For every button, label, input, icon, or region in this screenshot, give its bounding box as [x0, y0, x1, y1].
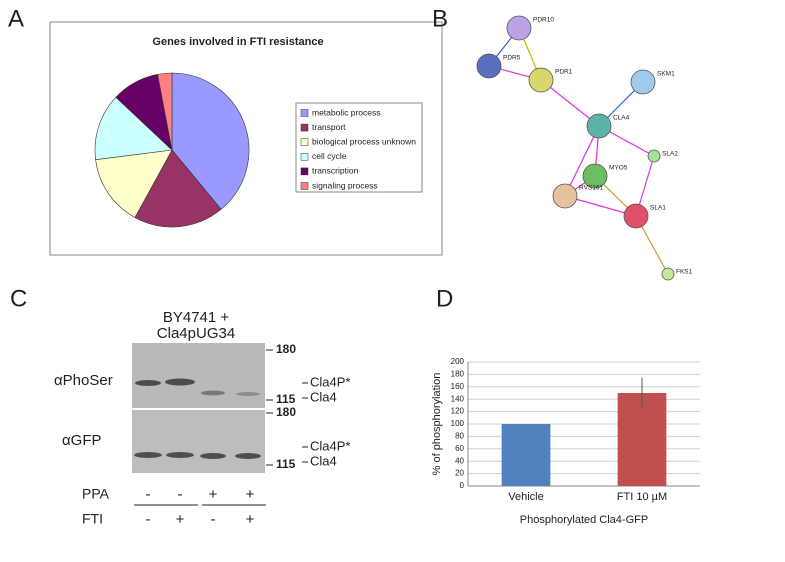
network-edges [488, 27, 669, 275]
x-axis-label: Phosphorylated Cla4-GFP [520, 514, 648, 526]
legend-label: cell cycle [312, 151, 347, 161]
condition-sign: - [211, 511, 216, 528]
network-node [647, 149, 661, 163]
marker-label: 180 [276, 405, 296, 419]
y-tick-label: 140 [451, 394, 465, 403]
legend-swatch [300, 138, 309, 146]
condition-label: FTI [82, 511, 103, 527]
blot-image [132, 410, 265, 473]
condition-sign: - [178, 486, 183, 503]
legend-label: transport [312, 122, 346, 132]
node-label: PDR5 [503, 55, 521, 62]
panel-letter: A [8, 5, 24, 32]
x-tick-label: Vehicle [508, 491, 543, 503]
network-node [630, 69, 656, 95]
legend-swatch [300, 182, 309, 190]
panel-letter: C [10, 285, 27, 312]
condition-sign: - [146, 486, 151, 503]
legend-label: metabolic process [312, 107, 381, 117]
legend-frame [295, 102, 423, 193]
legend-label: signaling process [312, 180, 378, 190]
network-node [552, 183, 578, 209]
node-label: MYO5 [609, 165, 628, 172]
y-tick-label: 180 [451, 370, 465, 379]
node-label: PDR10 [533, 17, 554, 24]
legend-label: transcription [312, 166, 359, 176]
y-tick-label: 200 [451, 357, 465, 366]
condition-sign: + [246, 511, 255, 528]
band-label: Cla4P* [310, 438, 350, 453]
condition-label: PPA [82, 486, 110, 502]
marker-label: 115 [276, 457, 296, 471]
y-tick-label: 80 [455, 432, 464, 441]
y-tick-label: 100 [451, 419, 465, 428]
marker-label: 115 [276, 392, 296, 406]
node-label: RVS161 [579, 185, 603, 192]
blot-image [132, 343, 265, 408]
node-label: SLA1 [650, 205, 666, 212]
y-tick-label: 160 [451, 382, 465, 391]
condition-sign: + [209, 486, 218, 503]
band-label: Cla4 [310, 389, 337, 404]
blot-row-label: αPhoSer [54, 372, 113, 389]
node-label: FKS1 [676, 269, 693, 276]
y-axis-label: % of phosphorylation [431, 373, 443, 476]
blot-title: Cla4pUG34 [157, 325, 235, 342]
pie-slice [95, 149, 173, 218]
pie-slice [157, 72, 173, 151]
pie-slice [94, 96, 173, 160]
panel-letter: D [436, 285, 453, 312]
network-node [586, 113, 612, 139]
blot-lines [134, 349, 308, 506]
condition-sign: - [146, 511, 151, 528]
blot-row-label: αGFP [62, 432, 102, 449]
chart-title: Genes involved in FTI resistance [152, 36, 323, 48]
bar [501, 424, 551, 486]
legend-swatch [300, 153, 309, 161]
blot-title: BY4741 + [163, 309, 230, 326]
network-edge [564, 125, 600, 197]
legend-label: biological process unknown [312, 136, 416, 146]
pie-slice [134, 149, 222, 228]
node-label: PDR1 [555, 69, 573, 76]
network-node [506, 15, 532, 41]
y-tick-label: 120 [451, 407, 465, 416]
network-node [528, 67, 554, 93]
panel-letter: B [432, 5, 448, 32]
y-tick-label: 20 [455, 469, 464, 478]
network-node [661, 267, 675, 281]
node-label: SLA2 [662, 151, 678, 158]
legend-swatch [300, 167, 309, 176]
band-label: Cla4 [310, 453, 337, 468]
node-label: SKM1 [657, 71, 675, 78]
network-node [476, 53, 502, 79]
legend-swatch [300, 109, 309, 117]
y-tick-label: 0 [460, 481, 465, 490]
node-label: CLA4 [613, 115, 630, 122]
y-tick-label: 60 [455, 444, 464, 453]
y-tick-label: 40 [455, 456, 464, 465]
legend-swatch [300, 123, 309, 132]
pie-slice [171, 72, 250, 210]
band-label: Cla4P* [310, 374, 350, 389]
network-node [582, 163, 608, 189]
condition-sign: + [246, 486, 255, 503]
blot-bands [134, 378, 261, 459]
x-tick-label: FTI 10 µM [617, 491, 667, 503]
condition-sign: + [176, 511, 185, 528]
marker-label: 180 [276, 342, 296, 356]
network-node [623, 203, 649, 229]
